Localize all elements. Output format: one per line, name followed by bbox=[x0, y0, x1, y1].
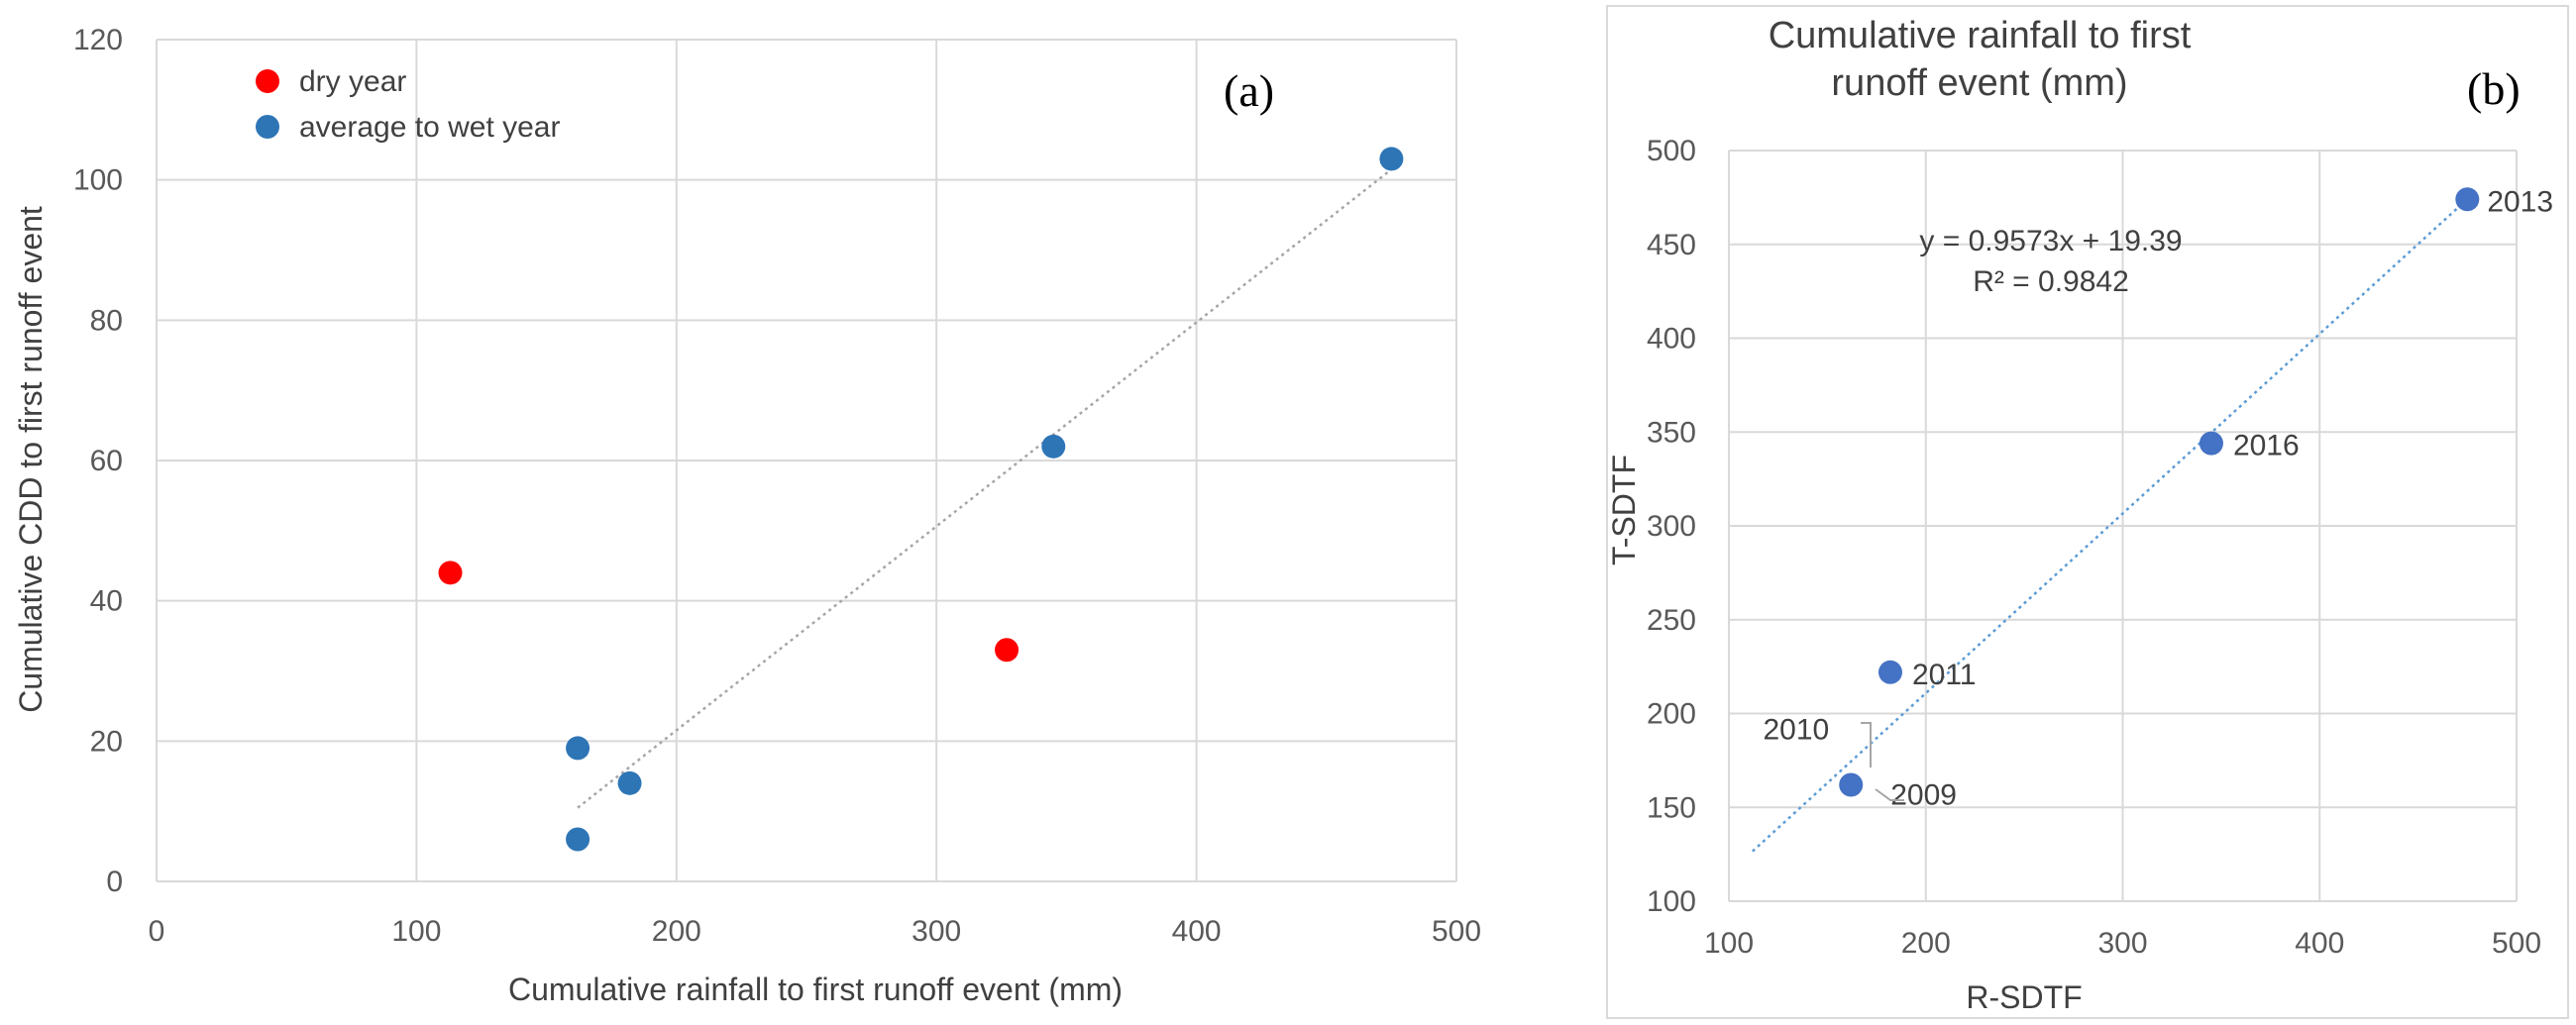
panel-a-y-tick-labels: 0 20 40 60 80 100 120 bbox=[73, 24, 123, 898]
data-label-2010: 2010 bbox=[1763, 714, 1829, 747]
panel-b-y-tick-label: 500 bbox=[1647, 135, 1696, 167]
panel-b-x-tick-label: 300 bbox=[2097, 927, 2147, 960]
panel-b-x-tick-label: 100 bbox=[1704, 927, 1754, 960]
panel-a-x-tick-label: 100 bbox=[391, 915, 441, 948]
leader-line-2010 bbox=[1861, 722, 1872, 768]
panel-b-y-axis-title: T-SDTF bbox=[1606, 455, 1642, 565]
panel-a-gridlines bbox=[156, 39, 1457, 882]
legend-marker-average-to-wet-year bbox=[256, 115, 279, 139]
panel-b-y-tick-labels: 100 150 200 250 300 350 400 450 500 bbox=[1647, 135, 1696, 918]
data-point-average-to-wet-year bbox=[1379, 147, 1404, 171]
panel-a-trendline bbox=[577, 168, 1393, 809]
panel-b-label: (b) bbox=[2467, 63, 2521, 114]
panel-b-y-tick-label: 100 bbox=[1647, 885, 1696, 918]
data-point-dry-year bbox=[995, 638, 1020, 663]
panel-a-x-axis-title: Cumulative rainfall to first runoff even… bbox=[508, 972, 1123, 1007]
legend-marker-dry-year bbox=[256, 69, 279, 93]
panel-b-trendline bbox=[1752, 198, 2469, 853]
data-label-2013: 2013 bbox=[2487, 185, 2553, 218]
trendline-r-squared: R² = 0.9842 bbox=[1973, 265, 2129, 298]
panel-b-y-tick-label: 250 bbox=[1647, 604, 1696, 637]
panel-a-x-tick-label: 400 bbox=[1172, 915, 1222, 948]
data-point-average-to-wet-year bbox=[1041, 434, 1066, 459]
panel-b-x-axis-title: R-SDTF bbox=[1966, 979, 2082, 1015]
panel-b-title-line-1: Cumulative rainfall to first bbox=[1769, 15, 2192, 56]
data-point-dry-year bbox=[438, 561, 463, 585]
panel-b-x-tick-label: 500 bbox=[2492, 927, 2541, 960]
panel-a-x-tick-label: 300 bbox=[912, 915, 961, 948]
data-point-average-to-wet-year bbox=[566, 736, 590, 761]
data-point-2009 bbox=[1839, 772, 1864, 797]
panel-b-y-tick-label: 350 bbox=[1647, 416, 1696, 449]
panel-b-gridlines bbox=[1728, 150, 2518, 902]
panel-a-linear-trendline bbox=[577, 168, 1393, 809]
panel-b-linear-trendline bbox=[1752, 198, 2469, 853]
panel-a-y-tick-label: 40 bbox=[90, 585, 123, 618]
panel-b-y-tick-label: 300 bbox=[1647, 510, 1696, 543]
panel-a-x-tick-label: 500 bbox=[1432, 915, 1481, 948]
panel-a-y-tick-label: 20 bbox=[90, 725, 123, 758]
panel-a-x-tick-label: 200 bbox=[652, 915, 701, 948]
panel-b-title-line-2: runoff event (mm) bbox=[1831, 62, 2127, 104]
data-point-2013 bbox=[2455, 187, 2480, 212]
data-point-average-to-wet-year bbox=[566, 827, 590, 852]
panel-b-x-tick-label: 400 bbox=[2295, 927, 2344, 960]
panel-a-x-tick-label: 0 bbox=[149, 915, 165, 948]
data-point-average-to-wet-year bbox=[617, 770, 642, 795]
panel-a-y-tick-label: 100 bbox=[73, 164, 123, 197]
panel-b-y-tick-label: 400 bbox=[1647, 323, 1696, 356]
leader-line-2009 bbox=[1875, 788, 1904, 801]
panel-b-y-tick-label: 450 bbox=[1647, 229, 1696, 261]
panel-a-x-tick-labels: 0 100 200 300 400 500 bbox=[149, 915, 1481, 948]
panel-b-data-points: 2009 2010 2011 2016 2013 bbox=[1763, 185, 2553, 811]
data-point-2011 bbox=[1878, 660, 1902, 684]
panel-a-legend: dry year average to wet year bbox=[256, 65, 560, 144]
panel-b-x-tick-labels: 100 200 300 400 500 bbox=[1704, 927, 2541, 960]
data-point-2016 bbox=[2199, 431, 2223, 456]
trendline-equation: y = 0.9573x + 19.39 bbox=[1919, 225, 2182, 257]
panel-a-label: (a) bbox=[1224, 65, 1274, 116]
panel-a-scatter-chart: 0 100 200 300 400 500 0 20 40 60 80 100 120 Cumulat… bbox=[13, 24, 1481, 1007]
legend-label-average-to-wet-year: average to wet year bbox=[299, 111, 560, 144]
data-label-2011: 2011 bbox=[1912, 659, 1977, 691]
panel-a-y-axis-title: Cumulative CDD to first runoff event bbox=[13, 206, 49, 713]
panel-b-y-tick-label: 150 bbox=[1647, 791, 1696, 824]
panel-a-y-tick-label: 120 bbox=[73, 24, 123, 56]
panel-a-y-tick-label: 80 bbox=[90, 304, 123, 337]
legend-label-dry-year: dry year bbox=[299, 65, 406, 98]
data-label-2016: 2016 bbox=[2233, 430, 2300, 462]
panel-b-x-tick-label: 200 bbox=[1901, 927, 1951, 960]
panel-a-data-points bbox=[438, 147, 1404, 852]
panel-b-y-tick-label: 200 bbox=[1647, 698, 1696, 731]
data-label-2009: 2009 bbox=[1890, 779, 1957, 812]
panel-a-y-tick-label: 0 bbox=[106, 866, 123, 898]
panel-a-y-tick-label: 60 bbox=[90, 445, 123, 477]
panel-b-chart-border bbox=[1606, 5, 2569, 1019]
panel-b-scatter-chart: Cumulative rainfall to first runoff even… bbox=[1606, 5, 2569, 1019]
